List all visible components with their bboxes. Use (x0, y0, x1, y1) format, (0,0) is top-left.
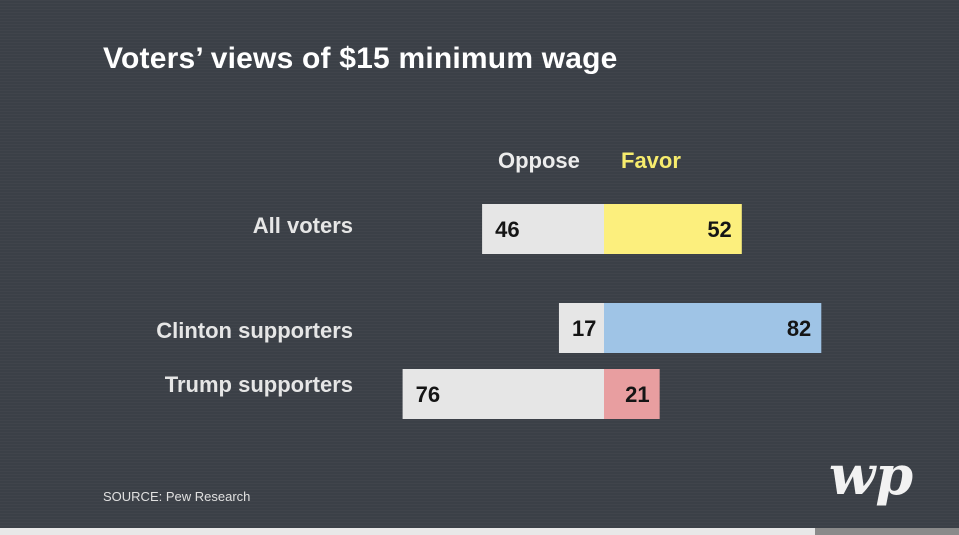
value-label-favor-all-voters: 52 (707, 217, 731, 242)
category-label-trump-supporters: Trump supporters (164, 372, 353, 397)
category-label-clinton-supporters: Clinton supporters (156, 318, 353, 343)
value-label-oppose-clinton-supporters: 17 (572, 316, 596, 341)
bar-favor-trump-supporters (604, 369, 660, 419)
category-label-all-voters: All voters (252, 213, 353, 238)
chart-title: Voters’ views of $15 minimum wage (103, 42, 618, 75)
washington-post-logo-icon: wp (829, 446, 913, 507)
video-progress-bar[interactable] (0, 528, 959, 535)
value-label-favor-trump-supporters: 21 (625, 382, 649, 407)
bar-oppose-all-voters (482, 204, 604, 254)
bar-oppose-trump-supporters (402, 369, 604, 419)
value-label-oppose-all-voters: 46 (495, 217, 519, 242)
value-label-oppose-trump-supporters: 76 (416, 382, 440, 407)
legend-favor: Favor (621, 148, 681, 173)
legend-oppose: Oppose (498, 148, 580, 173)
video-progress-fill (0, 528, 816, 535)
source-note: SOURCE: Pew Research (103, 489, 251, 504)
value-label-favor-clinton-supporters: 82 (787, 316, 811, 341)
wp-logo-text: wp (829, 446, 913, 507)
bar-favor-all-voters (604, 204, 742, 254)
bar-favor-clinton-supporters (604, 303, 822, 353)
bar-oppose-clinton-supporters (558, 303, 604, 353)
